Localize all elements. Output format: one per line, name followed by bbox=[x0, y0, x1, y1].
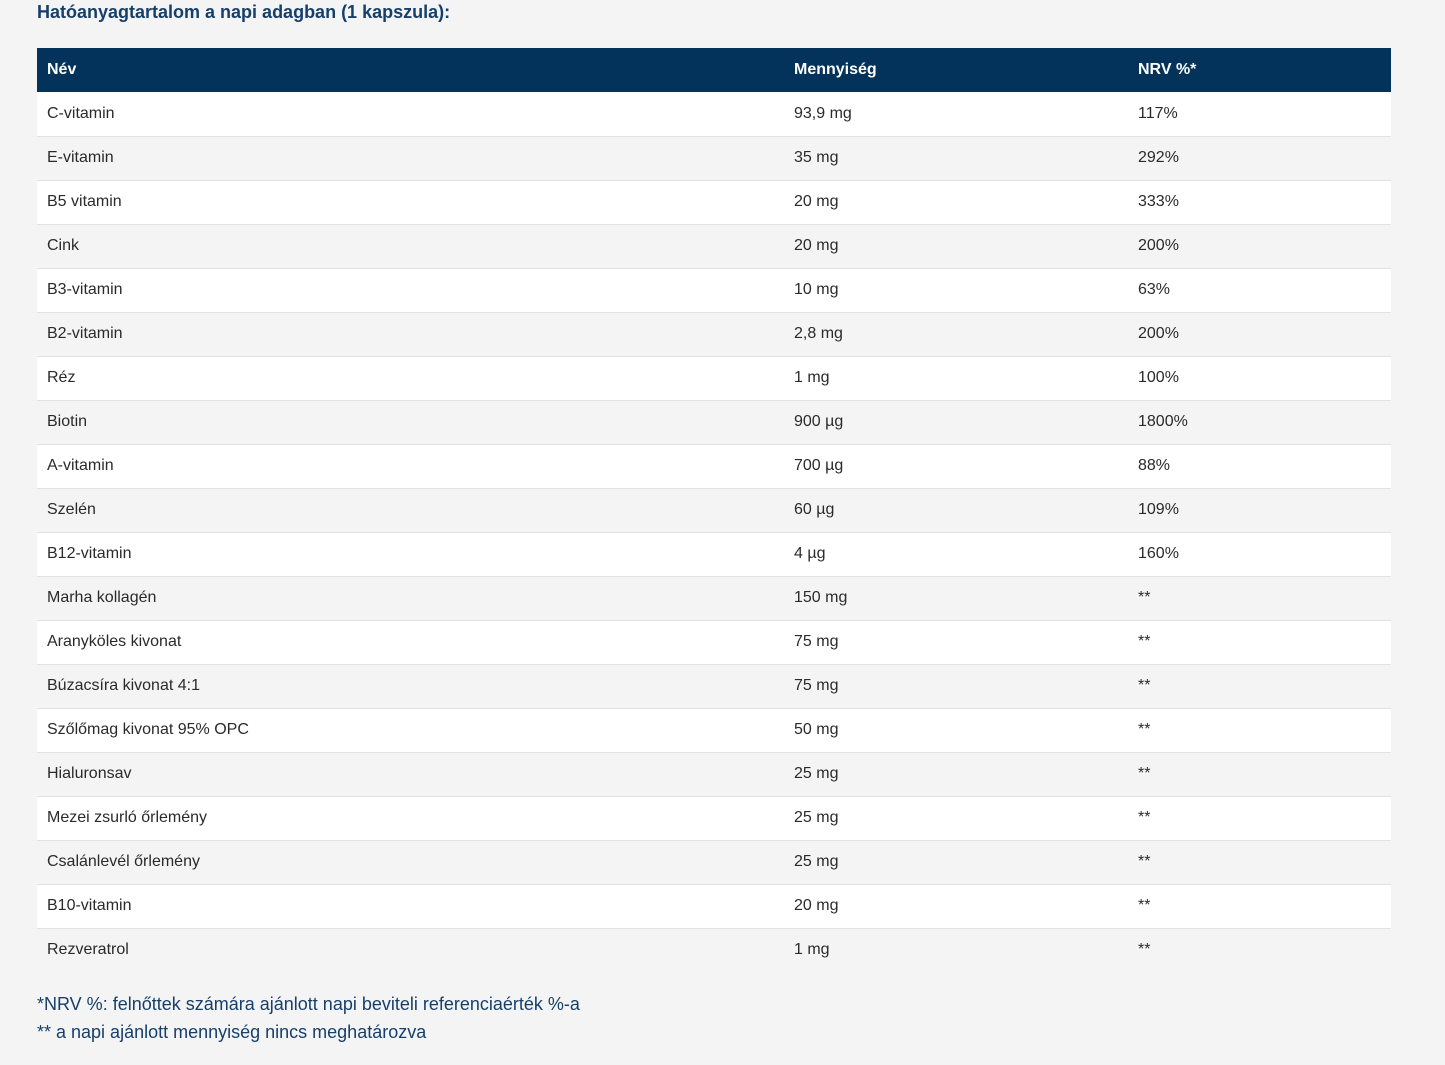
cell-nrv: 333% bbox=[1128, 179, 1391, 224]
table-row: B5 vitamin 20 mg 333% bbox=[37, 179, 1391, 224]
cell-nrv: 292% bbox=[1128, 135, 1391, 180]
cell-quantity: 1 mg bbox=[784, 355, 1128, 400]
footnote-nrv: *NRV %: felnőttek számára ajánlott napi … bbox=[37, 994, 580, 1014]
table-row: Szőlőmag kivonat 95% OPC 50 mg ** bbox=[37, 707, 1391, 752]
ingredients-table-container: Név Mennyiség NRV %* C-vitamin 93,9 mg 117… bbox=[37, 48, 1391, 972]
cell-nrv: 1800% bbox=[1128, 399, 1391, 444]
cell-name: Réz bbox=[37, 355, 784, 400]
cell-quantity: 4 µg bbox=[784, 531, 1128, 576]
cell-name: E-vitamin bbox=[37, 135, 784, 180]
cell-nrv: ** bbox=[1128, 839, 1391, 884]
cell-quantity: 25 mg bbox=[784, 839, 1128, 884]
cell-name: Búzacsíra kivonat 4:1 bbox=[37, 663, 784, 708]
table-row: Réz 1 mg 100% bbox=[37, 355, 1391, 400]
table-row: A-vitamin 700 µg 88% bbox=[37, 443, 1391, 488]
cell-name: Szőlőmag kivonat 95% OPC bbox=[37, 707, 784, 752]
cell-nrv: 100% bbox=[1128, 355, 1391, 400]
cell-quantity: 50 mg bbox=[784, 707, 1128, 752]
cell-name: Mezei zsurló őrlemény bbox=[37, 795, 784, 840]
table-row: Szelén 60 µg 109% bbox=[37, 487, 1391, 532]
page-title: Hatóanyagtartalom a napi adagban (1 kaps… bbox=[37, 2, 451, 22]
cell-name: C-vitamin bbox=[47, 104, 115, 122]
header-name: Név bbox=[47, 61, 77, 78]
header-nrv: NRV %* bbox=[1138, 61, 1197, 78]
cell-quantity: 20 mg bbox=[784, 179, 1128, 224]
table-header-row: Név Mennyiség NRV %* bbox=[37, 48, 1391, 92]
cell-quantity: 900 µg bbox=[784, 399, 1128, 444]
cell-nrv: 117% bbox=[1138, 104, 1178, 122]
cell-quantity: 25 mg bbox=[784, 751, 1128, 796]
cell-name: B10-vitamin bbox=[37, 883, 784, 928]
table-row: Rezveratrol 1 mg ** bbox=[37, 927, 1391, 972]
cell-quantity: 700 µg bbox=[784, 443, 1128, 488]
table-row: B3-vitamin 10 mg 63% bbox=[37, 267, 1391, 312]
cell-nrv: ** bbox=[1128, 927, 1391, 972]
cell-name: Hialuronsav bbox=[37, 751, 784, 796]
cell-quantity: 60 µg bbox=[784, 487, 1128, 532]
cell-name: A-vitamin bbox=[37, 443, 784, 488]
table-row: Csalánlevél őrlemény 25 mg ** bbox=[37, 839, 1391, 884]
table-row: B10-vitamin 20 mg ** bbox=[37, 883, 1391, 928]
cell-quantity: 1 mg bbox=[784, 927, 1128, 972]
cell-quantity: 35 mg bbox=[784, 135, 1128, 180]
cell-name: B3-vitamin bbox=[37, 267, 784, 312]
cell-quantity: 25 mg bbox=[784, 795, 1128, 840]
cell-name: B2-vitamin bbox=[37, 311, 784, 356]
cell-nrv: ** bbox=[1128, 575, 1391, 620]
table-row: E-vitamin 35 mg 292% bbox=[37, 135, 1391, 180]
cell-nrv: ** bbox=[1128, 707, 1391, 752]
ingredients-table: Név Mennyiség NRV %* C-vitamin 93,9 mg 117… bbox=[37, 48, 1391, 972]
footnotes: *NRV %: felnőttek számára ajánlott napi … bbox=[37, 990, 580, 1046]
table-row: Hialuronsav 25 mg ** bbox=[37, 751, 1391, 796]
cell-nrv: ** bbox=[1128, 883, 1391, 928]
table-row: Aranyköles kivonat 75 mg ** bbox=[37, 619, 1391, 664]
cell-quantity: 20 mg bbox=[784, 223, 1128, 268]
cell-quantity: 75 mg bbox=[784, 619, 1128, 664]
cell-name: Marha kollagén bbox=[37, 575, 784, 620]
cell-quantity: 10 mg bbox=[784, 267, 1128, 312]
cell-nrv: 200% bbox=[1128, 311, 1391, 356]
cell-nrv: ** bbox=[1128, 795, 1391, 840]
table-row: Búzacsíra kivonat 4:1 75 mg ** bbox=[37, 663, 1391, 708]
cell-name: B5 vitamin bbox=[37, 179, 784, 224]
table-row: B12-vitamin 4 µg 160% bbox=[37, 531, 1391, 576]
cell-nrv: ** bbox=[1128, 663, 1391, 708]
cell-name: Szelén bbox=[37, 487, 784, 532]
cell-nrv: 63% bbox=[1128, 267, 1391, 312]
cell-nrv: 160% bbox=[1128, 531, 1391, 576]
table-row: Mezei zsurló őrlemény 25 mg ** bbox=[37, 795, 1391, 840]
cell-name: Cink bbox=[37, 223, 784, 268]
cell-quantity: 93,9 mg bbox=[794, 104, 852, 122]
footnote-undefined: ** a napi ajánlott mennyiség nincs megha… bbox=[37, 1022, 427, 1042]
cell-name: B12-vitamin bbox=[37, 531, 784, 576]
cell-quantity: 2,8 mg bbox=[784, 311, 1128, 356]
table-row: Cink 20 mg 200% bbox=[37, 223, 1391, 268]
cell-nrv: ** bbox=[1128, 619, 1391, 664]
table-row: B2-vitamin 2,8 mg 200% bbox=[37, 311, 1391, 356]
table-row: Biotin 900 µg 1800% bbox=[37, 399, 1391, 444]
table-body: C-vitamin 93,9 mg 117% E-vitamin 35 mg 292% B5… bbox=[37, 92, 1391, 972]
cell-quantity: 20 mg bbox=[784, 883, 1128, 928]
cell-nrv: 88% bbox=[1128, 443, 1391, 488]
table-row: C-vitamin 93,9 mg 117% bbox=[37, 92, 1391, 136]
cell-quantity: 150 mg bbox=[784, 575, 1128, 620]
cell-name: Biotin bbox=[37, 399, 784, 444]
cell-nrv: 109% bbox=[1128, 487, 1391, 532]
cell-nrv: 200% bbox=[1128, 223, 1391, 268]
header-quantity: Mennyiség bbox=[794, 61, 877, 78]
cell-quantity: 75 mg bbox=[784, 663, 1128, 708]
cell-name: Csalánlevél őrlemény bbox=[37, 839, 784, 884]
table-row: Marha kollagén 150 mg ** bbox=[37, 575, 1391, 620]
cell-nrv: ** bbox=[1128, 751, 1391, 796]
cell-name: Rezveratrol bbox=[37, 927, 784, 972]
cell-name: Aranyköles kivonat bbox=[37, 619, 784, 664]
